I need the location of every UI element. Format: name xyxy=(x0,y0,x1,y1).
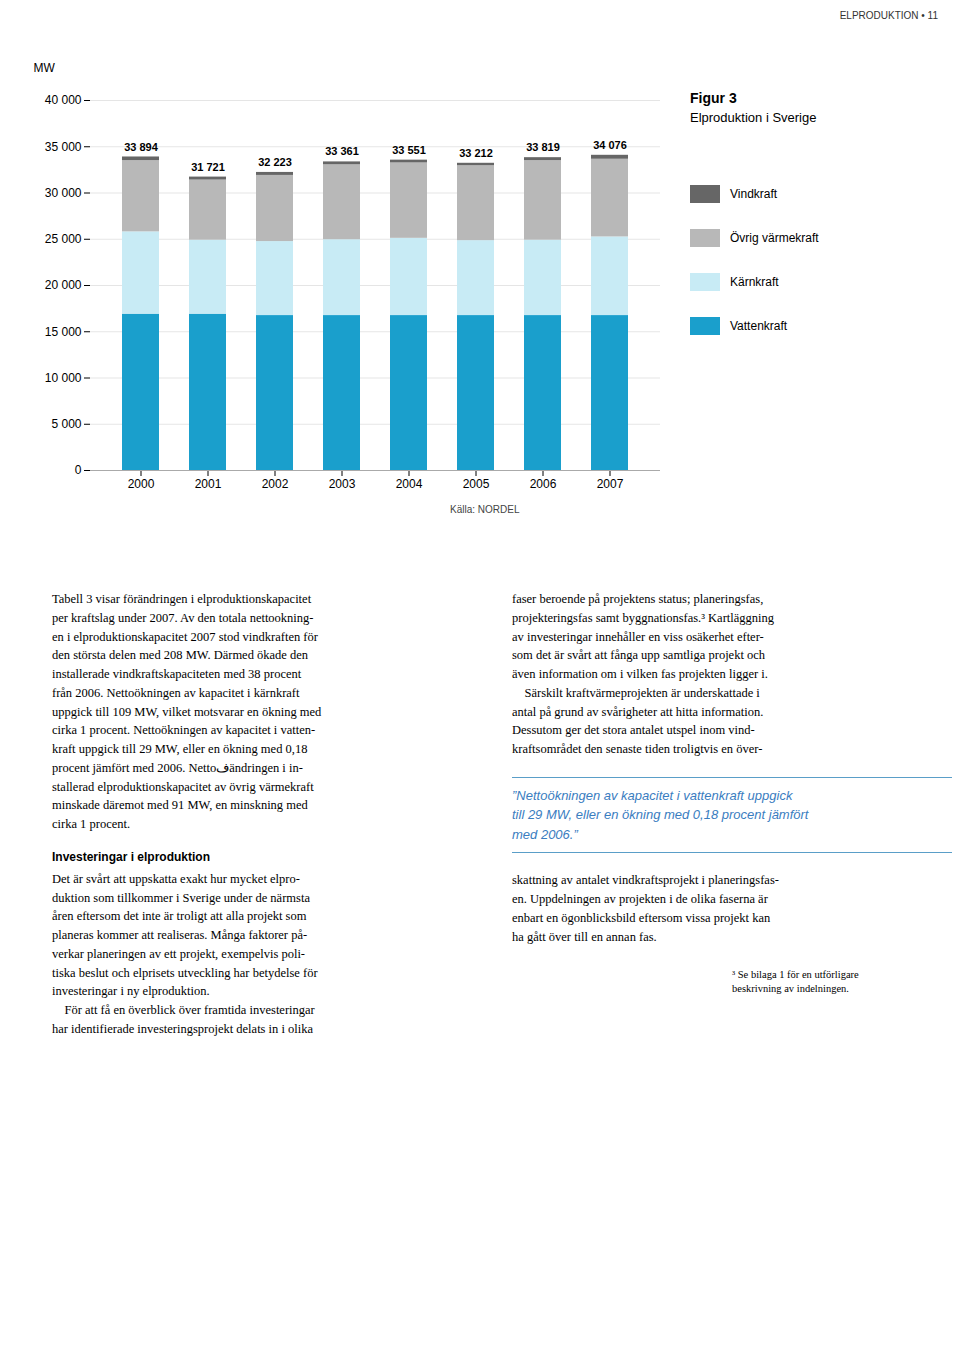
html-text:Kärnkraft: Kärnkraft xyxy=(730,275,779,289)
svg-text:34 076: 34 076 xyxy=(593,139,627,151)
svg-text:33 551: 33 551 xyxy=(392,144,426,156)
svg-text:33 819: 33 819 xyxy=(526,141,560,153)
svg-text:33 212: 33 212 xyxy=(459,147,493,159)
svg-text:10 000: 10 000 xyxy=(45,371,82,385)
svg-text:5 000: 5 000 xyxy=(51,417,81,431)
html-text:ELPRODUKTION • 11: ELPRODUKTION • 11 xyxy=(839,10,938,21)
svg-text:30 000: 30 000 xyxy=(45,186,82,200)
html-text:skattning av antalet vindkraft: skattning av antalet vindkraftsprojekt i… xyxy=(512,873,779,944)
svg-text:MW: MW xyxy=(34,61,56,75)
html-text:Figur 3: Figur 3 xyxy=(690,90,737,106)
html-text:Investeringar i elproduktion: Investeringar i elproduktion xyxy=(52,849,210,864)
html-text:Övrig värmekraft: Övrig värmekraft xyxy=(730,231,819,245)
html-text:Vindkraft: Vindkraft xyxy=(730,187,778,201)
svg-text:2004: 2004 xyxy=(396,477,423,491)
svg-text:33 361: 33 361 xyxy=(325,145,359,157)
html-text:Vattenkraft: Vattenkraft xyxy=(730,319,788,333)
svg-text:2001: 2001 xyxy=(195,477,222,491)
svg-text:2005: 2005 xyxy=(463,477,490,491)
svg-text:40 000: 40 000 xyxy=(45,93,82,107)
svg-text:25 000: 25 000 xyxy=(45,232,82,246)
svg-text:15 000: 15 000 xyxy=(45,325,82,339)
html-text:Källa: NORDEL: Källa: NORDEL xyxy=(450,504,520,515)
svg-text:2006: 2006 xyxy=(530,477,557,491)
html-text:Elproduktion i Sverige: Elproduktion i Sverige xyxy=(690,110,817,125)
svg-text:35 000: 35 000 xyxy=(45,140,82,154)
html-text:faser beroende på projektens s: faser beroende på projektens status; pla… xyxy=(512,592,774,756)
svg-text:2007: 2007 xyxy=(597,477,624,491)
svg-text:2000: 2000 xyxy=(128,477,155,491)
svg-text:2003: 2003 xyxy=(329,477,356,491)
html-text:³ Se bilaga 1 för en utförliga: ³ Se bilaga 1 för en utförligare beskriv… xyxy=(732,969,859,994)
svg-text:0: 0 xyxy=(75,463,82,477)
svg-text:33 894: 33 894 xyxy=(124,141,159,153)
svg-text:31 721: 31 721 xyxy=(191,161,225,173)
svg-text:2002: 2002 xyxy=(262,477,289,491)
html-text:Det är svårt att uppskatta exa: Det är svårt att uppskatta exakt hur myc… xyxy=(52,871,318,1036)
html-text:Tabell 3 visar förändringen i: Tabell 3 visar förändringen i elprodukti… xyxy=(52,592,322,831)
html-text:”Nettoökningen av kapacitet i: ”Nettoökningen av kapacitet i vattenkraf… xyxy=(512,787,809,842)
svg-text:20 000: 20 000 xyxy=(45,278,82,292)
svg-text:32 223: 32 223 xyxy=(258,156,292,168)
